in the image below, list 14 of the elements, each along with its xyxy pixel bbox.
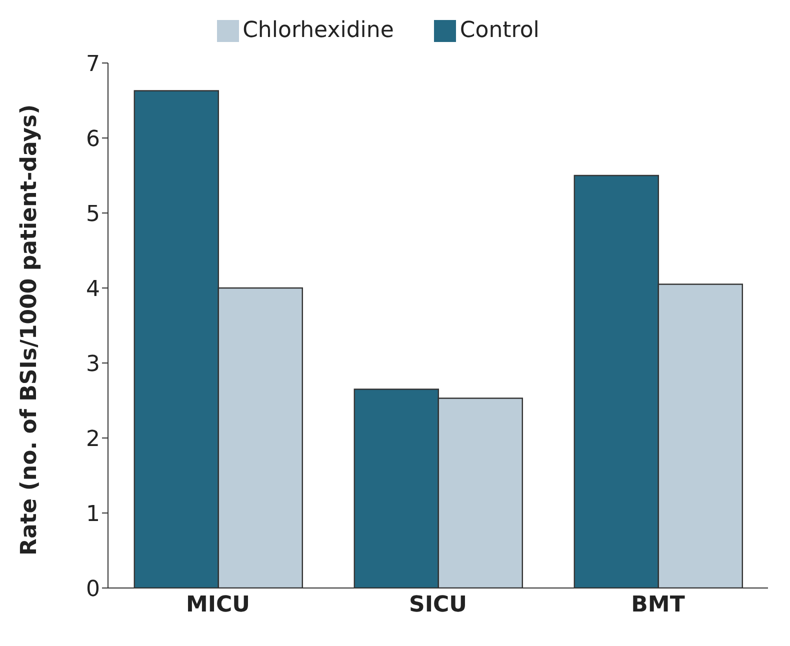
y-tick-label: 5	[86, 202, 100, 227]
y-tick-label: 0	[86, 576, 100, 602]
y-axis-title: Rate (no. of BSIs/1000 patient-days)	[16, 104, 42, 556]
y-tick-label: 3	[86, 352, 100, 377]
y-tick-label: 6	[86, 126, 100, 152]
y-tick-label: 7	[86, 52, 100, 77]
y-tick-label: 1	[86, 502, 100, 527]
y-tick-label: 2	[86, 426, 100, 452]
y-tick-label: 4	[86, 276, 100, 302]
legend-label: Chlorhexidine	[242, 18, 394, 43]
x-tick-label: SICU	[408, 592, 468, 618]
x-tick-label: MICU	[186, 592, 250, 618]
x-tick-label: BMT	[631, 592, 685, 618]
legend-label: Control	[460, 18, 540, 43]
